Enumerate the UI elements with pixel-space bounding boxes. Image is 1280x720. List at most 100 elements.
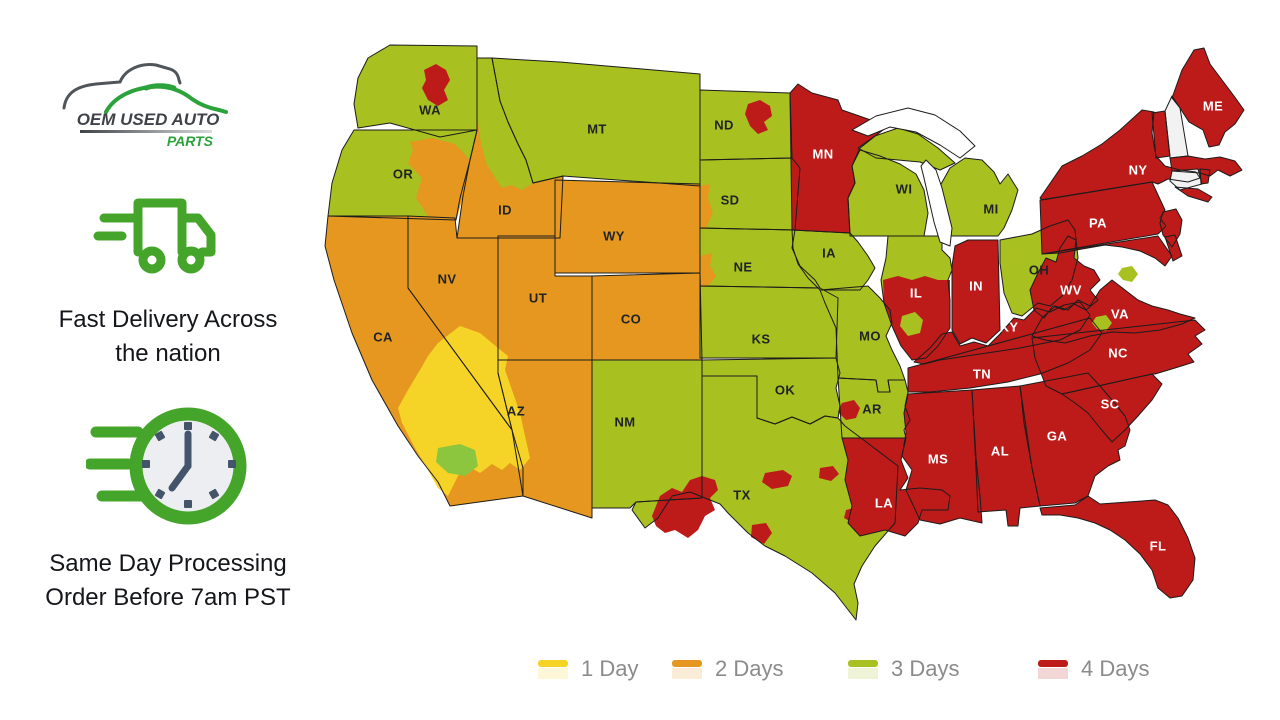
patch-nd-metro <box>745 100 772 134</box>
border-wi <box>847 149 929 237</box>
border-ma <box>1169 155 1243 177</box>
state-al <box>972 386 1040 526</box>
state-label-ms: MS <box>928 452 948 467</box>
state-wa <box>354 45 477 137</box>
state-label-ca: CA <box>373 330 393 345</box>
state-pa <box>1040 182 1166 254</box>
legend-swatch-4days <box>1038 659 1068 679</box>
state-label-mi: MI <box>983 202 998 217</box>
patch-wa-metro <box>422 64 450 106</box>
border-tn <box>907 317 1103 393</box>
border-la <box>841 437 951 537</box>
patch-md-dc <box>1118 266 1138 282</box>
state-label-nm: NM <box>614 415 635 430</box>
state-nh <box>1165 96 1188 158</box>
legend-label: 2 Days <box>715 656 784 681</box>
border-ny <box>1039 109 1201 201</box>
state-label-fl: FL <box>1150 539 1167 554</box>
border-sc <box>1061 373 1163 443</box>
state-label-nc: NC <box>1108 346 1128 361</box>
border-ga <box>1019 372 1131 507</box>
state-ny <box>1040 110 1200 200</box>
state-label-il: IL <box>910 286 922 301</box>
patch-id-panhandle <box>477 58 533 190</box>
brand-logo: OEM USED AUTO PARTS <box>62 63 228 149</box>
logo-text-accent: PARTS <box>167 133 214 149</box>
patch-sd-west <box>700 184 713 228</box>
border-il <box>880 235 953 361</box>
state-label-tn: TN <box>973 367 991 382</box>
border-al <box>971 385 1041 527</box>
feature-line: Same Day Processing <box>49 550 287 577</box>
state-tx <box>632 376 898 620</box>
state-label-sd: SD <box>721 193 740 208</box>
state-label-in: IN <box>969 279 983 294</box>
border-ms <box>901 389 983 525</box>
state-label-ga: GA <box>1047 429 1068 444</box>
state-vt <box>1152 111 1170 158</box>
state-label-ky: KY <box>1000 320 1019 335</box>
legend-swatch-2days <box>672 659 702 679</box>
state-ut <box>498 236 592 360</box>
legend-swatch-3days <box>848 659 878 679</box>
logo-car-icon <box>62 63 228 114</box>
patch-or-east <box>408 138 470 220</box>
state-sc <box>1062 374 1162 442</box>
state-label-al: AL <box>991 444 1009 459</box>
state-mo <box>820 286 905 392</box>
feature-line: Order Before 7am PST <box>45 584 291 611</box>
patch-tx-east <box>819 466 839 481</box>
state-az <box>498 360 592 518</box>
border-ia <box>791 229 876 291</box>
state-label-pa: PA <box>1089 216 1107 231</box>
legend-item-3days: 3 Days <box>848 656 959 682</box>
state-sd <box>700 158 800 230</box>
logo-underline <box>80 130 212 133</box>
border-ky <box>913 301 1091 365</box>
state-in <box>952 240 1000 344</box>
us-delivery-map: WA OR CA NV ID MT WY UT CO AZ NM ND SD NE KS OK TX MN IA MO… <box>320 18 1270 640</box>
border-ct <box>1169 168 1203 191</box>
border-mi <box>937 157 1019 237</box>
state-label-ut: UT <box>529 291 547 306</box>
state-label-wa: WA <box>419 103 441 118</box>
border-tx <box>631 375 899 621</box>
state-ct <box>1170 169 1202 190</box>
state-label-wi: WI <box>896 182 913 197</box>
border-nh <box>1164 95 1189 159</box>
lake-superior-shape <box>851 107 976 159</box>
state-ne <box>700 228 820 288</box>
state-label-sc: SC <box>1101 397 1120 412</box>
delivery-truck-icon <box>93 198 216 274</box>
border-mt <box>491 57 701 187</box>
state-wv <box>1030 236 1100 318</box>
state-ia <box>792 230 875 290</box>
border-de <box>1164 234 1183 262</box>
legend-item-1day: 1 Day <box>538 656 638 682</box>
feature-line: Fast Delivery Across <box>58 306 278 333</box>
processing-clock-icon <box>86 407 247 525</box>
state-wi <box>848 150 928 236</box>
state-label-ok: OK <box>775 383 796 398</box>
border-ks <box>699 285 839 359</box>
patch-il-stlouis <box>900 312 923 336</box>
border-nj <box>1159 208 1183 248</box>
border-wv <box>1029 235 1101 319</box>
state-ok <box>702 358 840 424</box>
state-label-ny: NY <box>1129 163 1148 178</box>
feature-fast-delivery: Fast Delivery Across the nation <box>16 303 320 371</box>
patch-ar-littlerock <box>838 400 860 420</box>
patch-tx-dfw <box>762 470 792 489</box>
border-me <box>1171 47 1245 148</box>
state-md <box>1042 236 1172 266</box>
state-label-la: LA <box>875 496 893 511</box>
state-label-ne: NE <box>734 260 753 275</box>
state-label-mt: MT <box>587 122 607 137</box>
state-ri <box>1200 169 1210 184</box>
legend-swatch-1day <box>538 659 568 679</box>
state-ks <box>700 286 838 358</box>
state-fl <box>1040 496 1195 598</box>
state-label-ia: IA <box>822 246 836 261</box>
state-mt <box>492 58 700 186</box>
state-label-az: AZ <box>507 404 525 419</box>
